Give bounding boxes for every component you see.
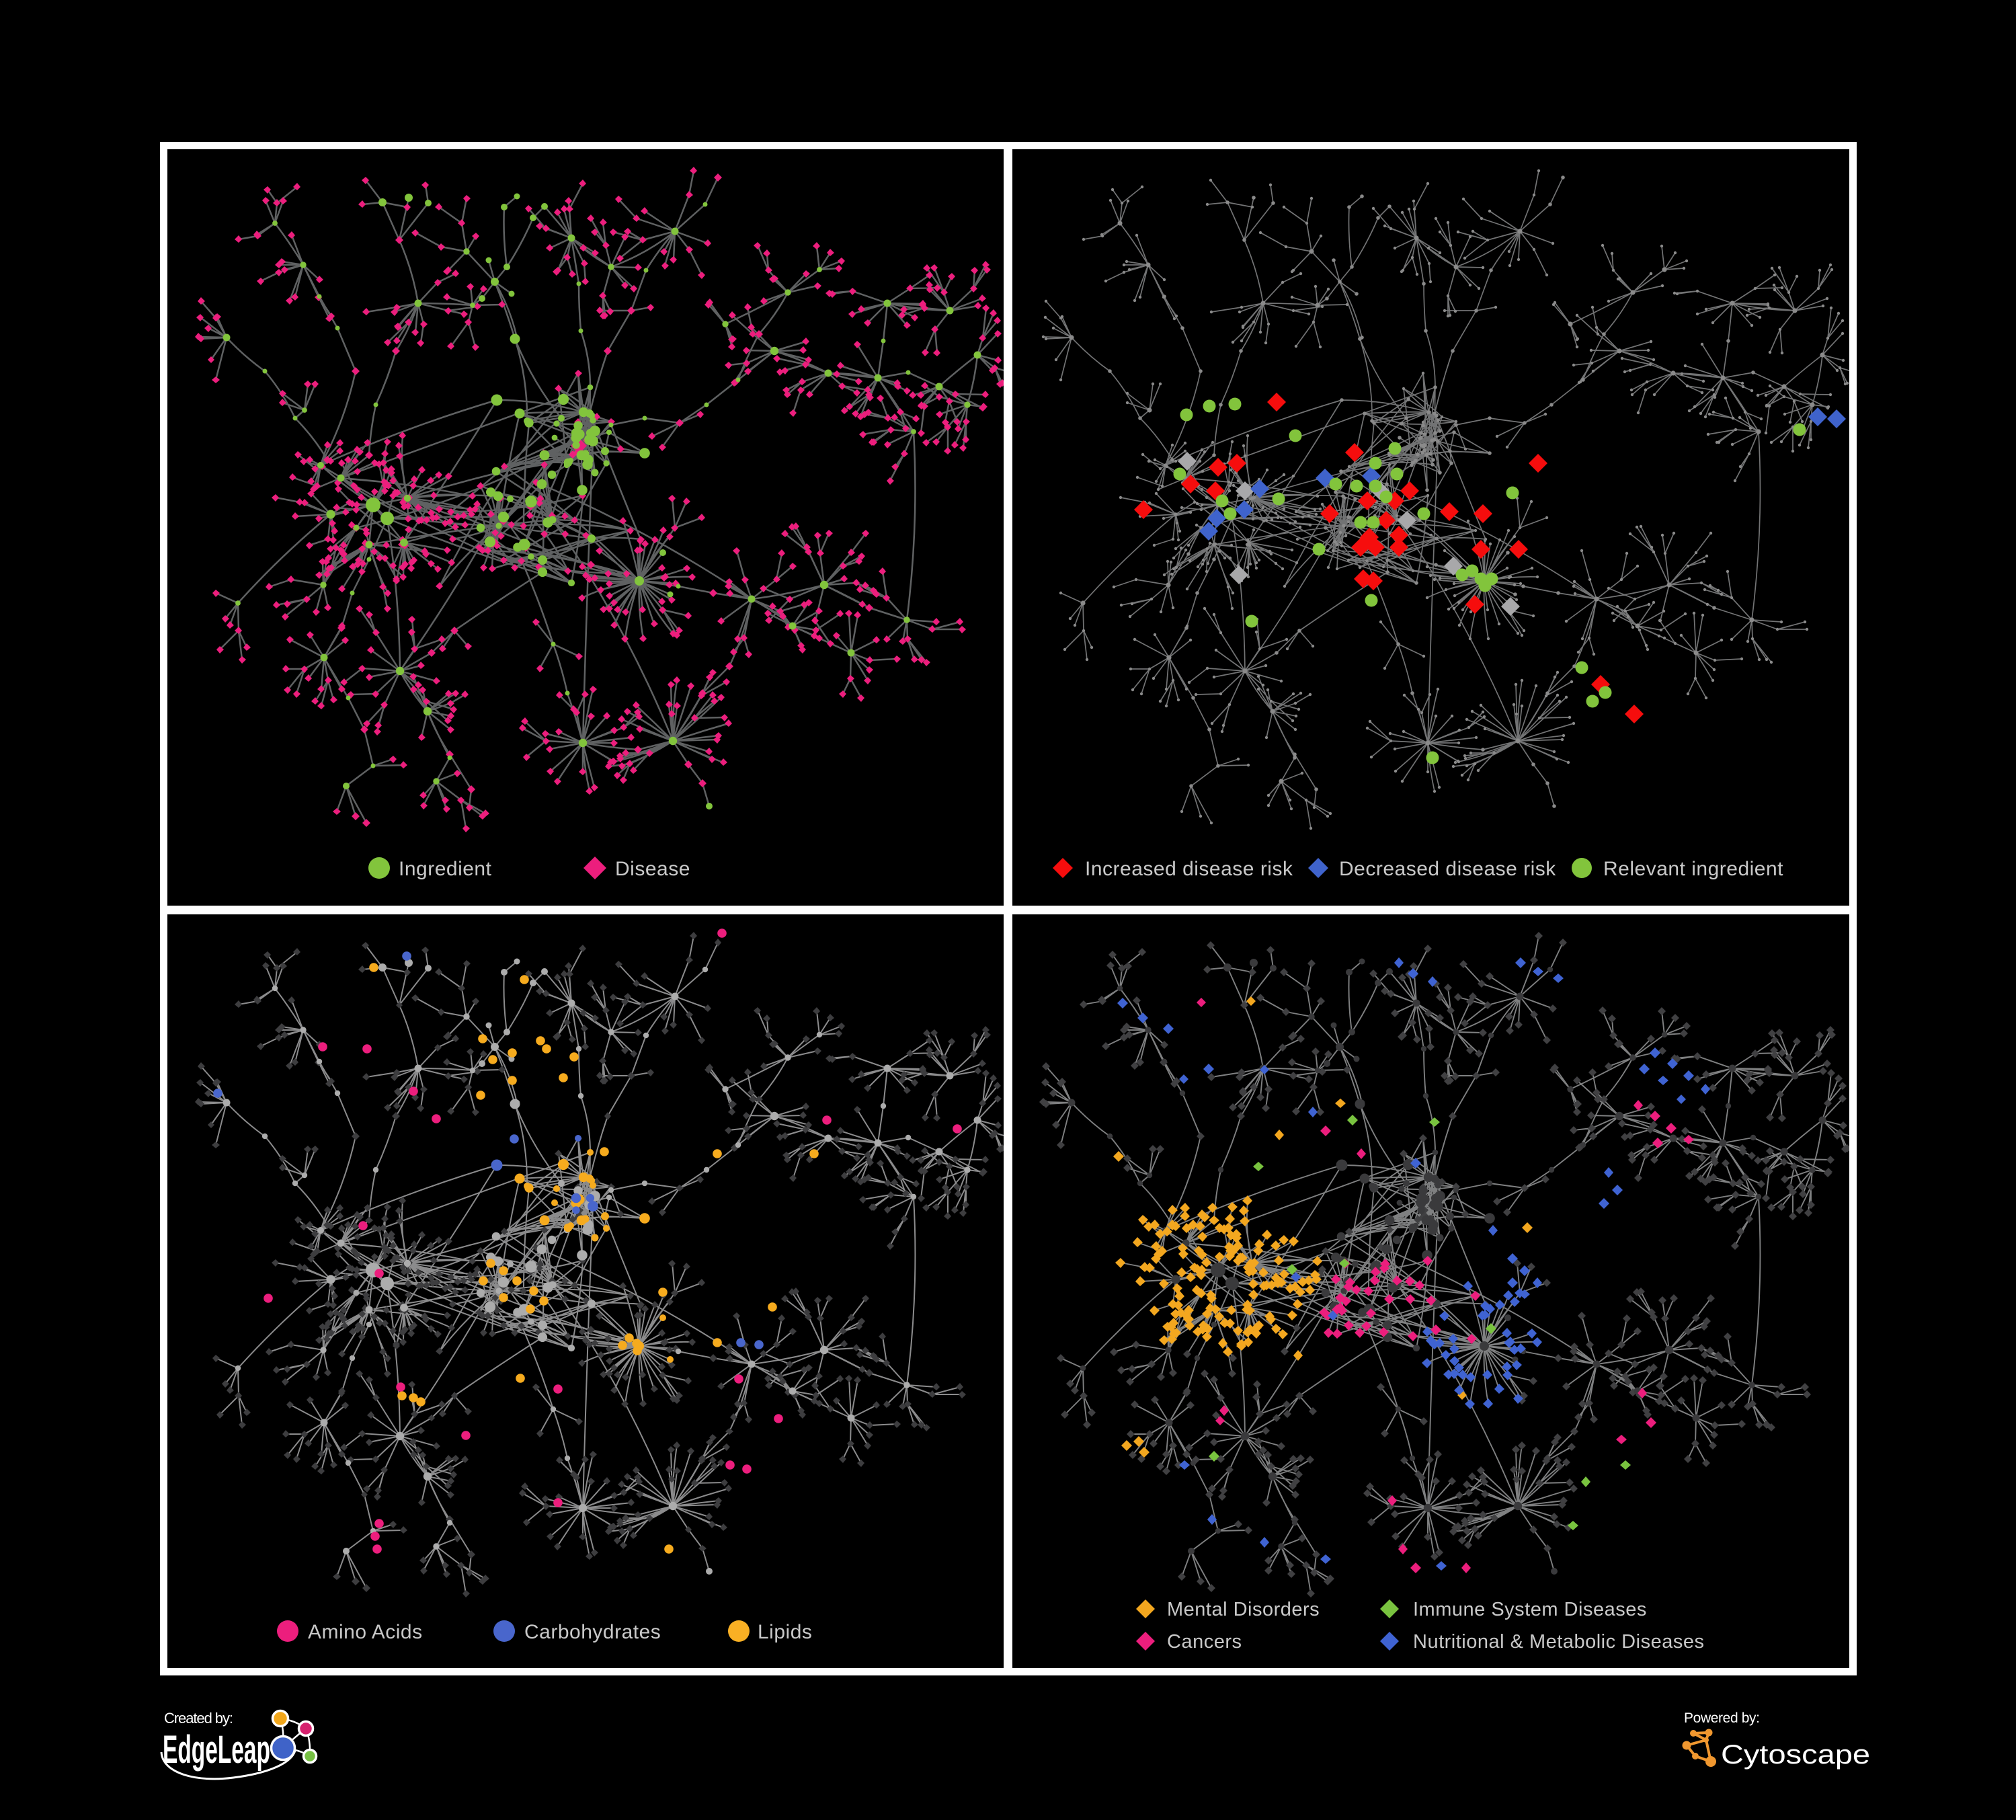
svg-text:Created by:: Created by: xyxy=(164,1710,233,1727)
svg-text:Relevant ingredient: Relevant ingredient xyxy=(1603,858,1783,880)
svg-text:Mental Disorders: Mental Disorders xyxy=(1167,1599,1320,1620)
svg-text:Cytoscape: Cytoscape xyxy=(1721,1740,1870,1770)
svg-text:Carbohydrates: Carbohydrates xyxy=(524,1621,661,1643)
svg-text:Disease: Disease xyxy=(615,858,690,880)
svg-text:Powered by:: Powered by: xyxy=(1684,1710,1760,1726)
svg-text:Amino Acids: Amino Acids xyxy=(308,1621,423,1643)
svg-text:Lipids: Lipids xyxy=(758,1621,812,1643)
svg-text:Increased disease risk: Increased disease risk xyxy=(1085,858,1293,880)
svg-text:Ingredient: Ingredient xyxy=(399,858,492,880)
svg-text:Decreased disease risk: Decreased disease risk xyxy=(1339,858,1556,880)
svg-text:EdgeLeap: EdgeLeap xyxy=(163,1728,270,1772)
svg-text:Nutritional & Metabolic Diseas: Nutritional & Metabolic Diseases xyxy=(1413,1631,1704,1653)
svg-text:Cancers: Cancers xyxy=(1167,1631,1242,1653)
svg-text:Immune System Diseases: Immune System Diseases xyxy=(1413,1599,1647,1620)
